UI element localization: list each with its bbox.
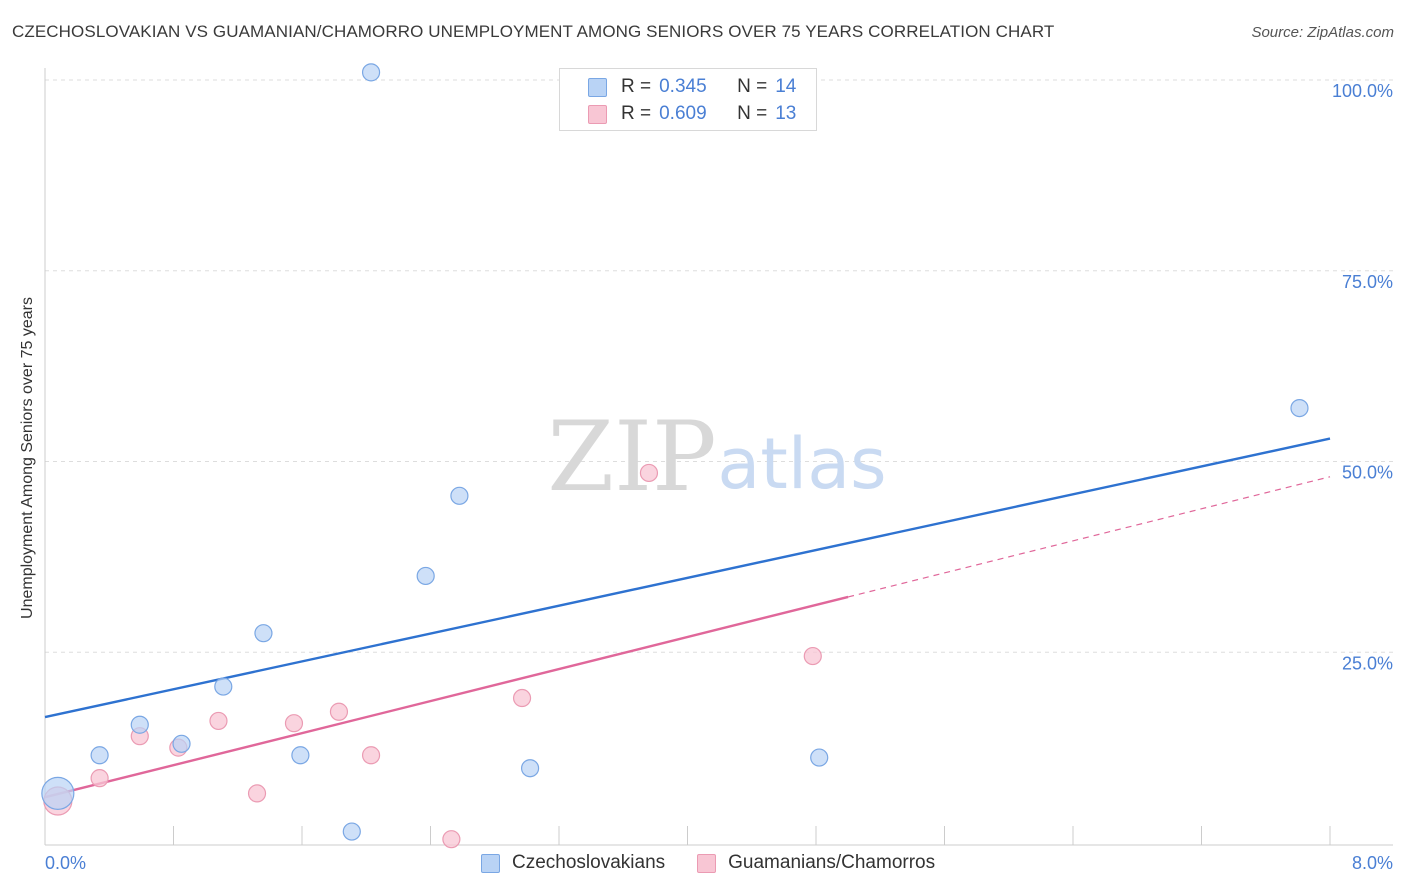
- data-point-czechoslovakians: [172, 734, 191, 753]
- data-point-guamanians: [209, 711, 228, 731]
- data-point-czechoslovakians: [450, 486, 469, 505]
- data-point-czechoslovakians: [810, 748, 829, 767]
- legend-row-czechoslovakians: R = 0.345 N = 14: [588, 75, 796, 99]
- gridlines: [45, 79, 1393, 653]
- legend-r-label: R =: [621, 76, 652, 97]
- data-point-guamanians: [639, 463, 659, 483]
- watermark-atlas: atlas: [717, 423, 886, 505]
- data-point-czechoslovakians: [90, 746, 109, 765]
- data-point-czechoslovakians: [291, 746, 310, 765]
- legend-label: Guamanians/Chamorros: [728, 852, 936, 873]
- legend-swatch-pink: [588, 104, 607, 124]
- data-point-czechoslovakians: [41, 776, 75, 811]
- data-point-czechoslovakians: [130, 715, 149, 734]
- data-point-guamanians: [284, 714, 304, 733]
- data-point-guamanians: [361, 746, 381, 765]
- legend-swatch-pink: [697, 853, 717, 873]
- data-point-czechoslovakians: [361, 63, 381, 82]
- data-point-czechoslovakians: [254, 624, 273, 643]
- trend-lines: [44, 437, 1331, 799]
- y-tick-label: 25.0%: [1342, 653, 1393, 673]
- trend-line-guamanians: [44, 595, 849, 799]
- axes: [44, 68, 1393, 846]
- data-point-czechoslovakians: [520, 759, 540, 778]
- correlation-legend: R = 0.345 N = 14 R = 0.609 N = 13: [559, 68, 817, 131]
- legend-r-value: 0.609: [659, 103, 707, 124]
- legend-n-value: 14: [775, 76, 797, 97]
- data-point-czechoslovakians: [416, 566, 435, 586]
- trend-line-czechoslovakians: [44, 437, 1331, 719]
- legend-item-czechoslovakians: Czechoslovakians: [481, 852, 665, 874]
- y-tick-label: 50.0%: [1342, 463, 1393, 483]
- data-point-czechoslovakians: [1290, 398, 1309, 418]
- x-tick-label-min: 0.0%: [45, 853, 86, 873]
- legend-r-value: 0.345: [659, 76, 707, 97]
- y-axis-label: Unemployment Among Seniors over 75 years: [19, 297, 36, 619]
- chart-title: CZECHOSLOVAKIAN VS GUAMANIAN/CHAMORRO UN…: [12, 22, 1055, 41]
- data-points: [41, 63, 1309, 849]
- data-point-czechoslovakians: [342, 822, 361, 841]
- legend-n-label: N =: [737, 103, 768, 124]
- legend-n-value: 13: [775, 103, 797, 124]
- data-point-guamanians: [442, 830, 461, 849]
- legend-n-label: N =: [737, 76, 768, 97]
- series-legend: Czechoslovakians Guamanians/Chamorros: [481, 852, 967, 874]
- y-tick-label: 75.0%: [1342, 272, 1393, 292]
- x-tick-label-max: 8.0%: [1352, 853, 1393, 873]
- data-point-guamanians: [247, 784, 267, 803]
- y-tick-label: 100.0%: [1332, 81, 1393, 101]
- legend-swatch-blue: [481, 853, 500, 873]
- legend-r-label: R =: [621, 103, 652, 124]
- watermark: ZIP atlas: [547, 401, 886, 513]
- legend-swatch-blue: [588, 77, 607, 97]
- data-point-guamanians: [90, 769, 109, 788]
- legend-row-guamanians: R = 0.609 N = 13: [588, 102, 796, 126]
- watermark-zip: ZIP: [547, 401, 716, 513]
- data-point-guamanians: [803, 646, 822, 666]
- legend-item-guamanians: Guamanians/Chamorros: [697, 852, 935, 874]
- source-credit: Source: ZipAtlas.com: [1251, 24, 1394, 41]
- tick-labels: 25.0% 50.0% 75.0% 100.0% 0.0% 8.0%: [45, 81, 1393, 873]
- trend-line-guamanians-extension: [847, 476, 1331, 598]
- legend-label: Czechoslovakians: [512, 852, 666, 873]
- data-point-guamanians: [329, 702, 349, 721]
- data-point-guamanians: [512, 688, 532, 708]
- data-point-czechoslovakians: [214, 677, 233, 696]
